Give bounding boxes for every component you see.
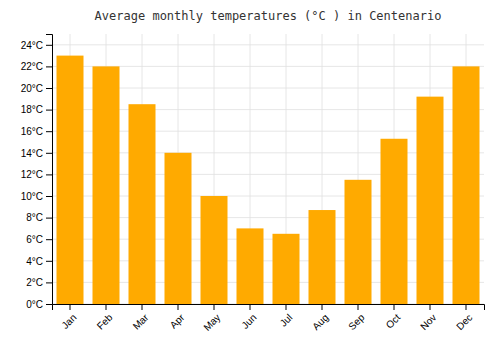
x-tick: Sep (346, 304, 367, 332)
x-tick-mark (178, 304, 179, 310)
x-tick-mark (214, 304, 215, 310)
x-tick-mark (142, 304, 143, 310)
y-tick-label: 16°C (21, 126, 43, 137)
y-tick-label: 12°C (21, 169, 43, 180)
x-tick-label: Jun (239, 312, 258, 331)
bar (201, 196, 228, 304)
y-axis: 0°C 2°C 4°C 6°C 8°C 10°C 12°C 14°C 16°C 18°C 20°C 2… (21, 35, 53, 310)
x-tick: Apr (168, 304, 187, 331)
y-tick-mark (46, 131, 52, 132)
y-tick-label: 0°C (26, 299, 43, 310)
bar (237, 228, 264, 304)
plot-area: Jan Feb Mar Apr May Jun Jul Aug Sep Oct Nov Dec 0°C 2… (21, 34, 485, 333)
x-tick-mark (106, 304, 107, 310)
x-tick: Jun (239, 304, 258, 331)
y-tick: 14°C (21, 148, 52, 159)
y-tick-label: 2°C (26, 277, 43, 288)
x-tick-label: May (201, 312, 222, 333)
y-tick-mark (46, 218, 52, 219)
x-tick-mark (394, 304, 395, 310)
y-tick-label: 20°C (21, 83, 43, 94)
x-tick: Feb (95, 304, 115, 332)
x-tick: Jul (278, 304, 295, 329)
y-tick-label: 8°C (26, 212, 43, 223)
x-tick-mark (250, 304, 251, 310)
y-tick: 2°C (26, 277, 52, 288)
x-tick-label: Aug (310, 312, 330, 332)
x-tick-mark (358, 304, 359, 310)
bar (381, 139, 408, 304)
bars (57, 56, 480, 304)
bar (345, 180, 372, 304)
y-tick-mark (46, 66, 52, 67)
y-tick: 8°C (26, 212, 52, 223)
bar (93, 66, 120, 304)
x-tick: Aug (310, 304, 330, 332)
title: Average monthly temperatures (°C ) in Ce… (95, 9, 442, 23)
x-axis-line (53, 305, 485, 311)
y-tick: 20°C (21, 83, 52, 94)
bar (165, 153, 192, 304)
y-tick-mark (46, 196, 52, 197)
y-tick-label: 24°C (21, 40, 43, 51)
y-tick-label: 18°C (21, 104, 43, 115)
x-tick: Dec (454, 304, 474, 332)
x-tick: Nov (418, 304, 438, 332)
y-tick: 22°C (21, 61, 52, 72)
x-tick-mark (322, 304, 323, 310)
y-tick: 0°C (26, 299, 52, 310)
y-tick-mark (46, 261, 52, 262)
x-tick-label: Dec (454, 312, 474, 332)
y-tick-label: 10°C (21, 191, 43, 202)
x-tick-mark (430, 304, 431, 310)
y-tick: 18°C (21, 104, 52, 115)
y-tick-label: 14°C (21, 148, 43, 159)
bar (453, 66, 480, 304)
x-tick-mark (466, 304, 467, 310)
y-tick-mark (46, 45, 52, 46)
x-tick-label: Feb (95, 311, 115, 331)
x-tick-label: Oct (384, 312, 403, 331)
x-tick: Mar (131, 304, 151, 332)
y-tick: 10°C (21, 191, 52, 202)
x-tick: May (201, 304, 222, 333)
y-tick-label: 4°C (26, 256, 43, 267)
y-tick: 4°C (26, 256, 52, 267)
x-tick-label: Mar (131, 311, 151, 331)
y-tick-mark (46, 88, 52, 89)
x-tick-mark (286, 304, 287, 310)
x-tick-label: Jul (278, 312, 295, 329)
bar (273, 234, 300, 304)
bar (417, 97, 444, 304)
grid (52, 34, 484, 304)
y-tick-mark (46, 174, 52, 175)
grid-line-y (52, 44, 484, 45)
y-tick-mark (46, 110, 52, 111)
y-tick-label: 6°C (26, 234, 43, 245)
y-tick-mark (46, 239, 52, 240)
x-tick-label: Nov (418, 312, 438, 332)
y-tick: 16°C (21, 126, 52, 137)
x-tick: Oct (384, 304, 403, 331)
x-axis: Jan Feb Mar Apr May Jun Jul Aug Sep Oct Nov Dec (53, 304, 485, 333)
x-tick-label: Sep (346, 311, 367, 332)
y-tick-mark (46, 282, 52, 283)
y-tick-mark (46, 153, 52, 154)
y-tick-label: 22°C (21, 61, 43, 72)
x-tick: Jan (59, 304, 78, 331)
x-tick-label: Jan (59, 312, 78, 331)
chart: Jan Feb Mar Apr May Jun Jul Aug Sep Oct Nov Dec 0°C 2… (0, 0, 500, 350)
y-tick-mark (46, 304, 52, 305)
y-tick: 6°C (26, 234, 52, 245)
y-tick: 24°C (21, 40, 52, 51)
bar (57, 56, 84, 304)
x-tick-mark (70, 304, 71, 310)
y-tick: 12°C (21, 169, 52, 180)
y-axis-line (46, 35, 53, 305)
bar (309, 210, 336, 304)
bar (129, 104, 156, 304)
x-tick-label: Apr (168, 311, 187, 330)
